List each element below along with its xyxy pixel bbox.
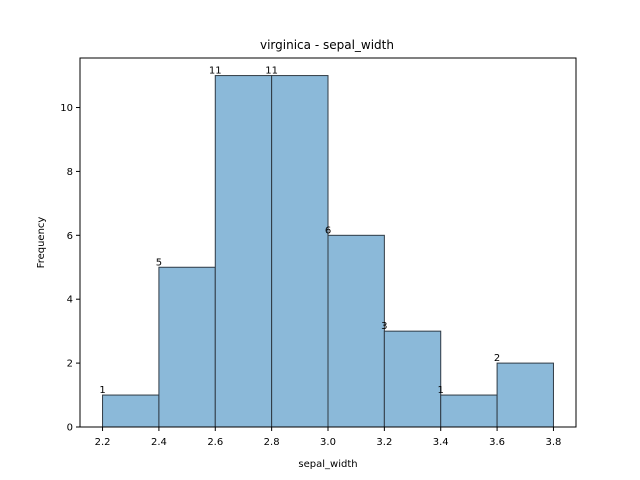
- x-tick-label: 3.2: [376, 437, 392, 448]
- bar-count-label: 1: [99, 385, 105, 396]
- y-tick-label: 0: [67, 423, 73, 434]
- histogram-bar: [383, 330, 442, 428]
- bar-count-label: 11: [209, 66, 222, 77]
- bar-count-label: 3: [381, 321, 387, 332]
- bars-group: [102, 75, 554, 428]
- x-axis-ticks: 2.2 2.4 2.6 2.8 3.0 3.2 3.4 3.6 3.8: [95, 427, 562, 448]
- histogram-bar: [214, 75, 273, 428]
- x-tick-label: 3.4: [433, 437, 449, 448]
- x-tick-label: 3.0: [320, 437, 336, 448]
- y-tick-label: 2: [67, 359, 73, 370]
- histogram-bar: [440, 394, 498, 428]
- x-tick-label: 3.6: [489, 437, 505, 448]
- x-tick-label: 2.4: [151, 437, 167, 448]
- x-tick-label: 2.6: [207, 437, 223, 448]
- histogram-bar: [327, 234, 385, 428]
- y-tick-label: 8: [67, 167, 73, 178]
- chart-title: virginica - sepal_width: [260, 38, 394, 52]
- y-axis-ticks: 0 2 4 6 8 10: [60, 103, 80, 434]
- bar-count-label: 6: [325, 225, 331, 236]
- x-tick-label: 3.8: [546, 437, 562, 448]
- x-tick-label: 2.8: [264, 437, 280, 448]
- y-tick-label: 10: [60, 103, 73, 114]
- bar-labels-group: 1 5 11 11 6 3 1 2: [99, 66, 500, 396]
- x-axis-label: sepal_width: [298, 459, 357, 470]
- histogram-bar: [102, 394, 160, 428]
- histogram-bar: [158, 266, 216, 428]
- histogram-bar: [496, 362, 554, 428]
- y-tick-label: 6: [67, 231, 73, 242]
- x-tick-label: 2.2: [95, 437, 111, 448]
- bar-count-label: 11: [265, 66, 278, 77]
- bar-count-label: 2: [494, 353, 500, 364]
- y-axis-label: Frequency: [36, 217, 47, 269]
- y-tick-label: 4: [67, 295, 73, 306]
- histogram-bar: [271, 75, 329, 428]
- bar-count-label: 1: [438, 385, 444, 396]
- bar-count-label: 5: [156, 257, 162, 268]
